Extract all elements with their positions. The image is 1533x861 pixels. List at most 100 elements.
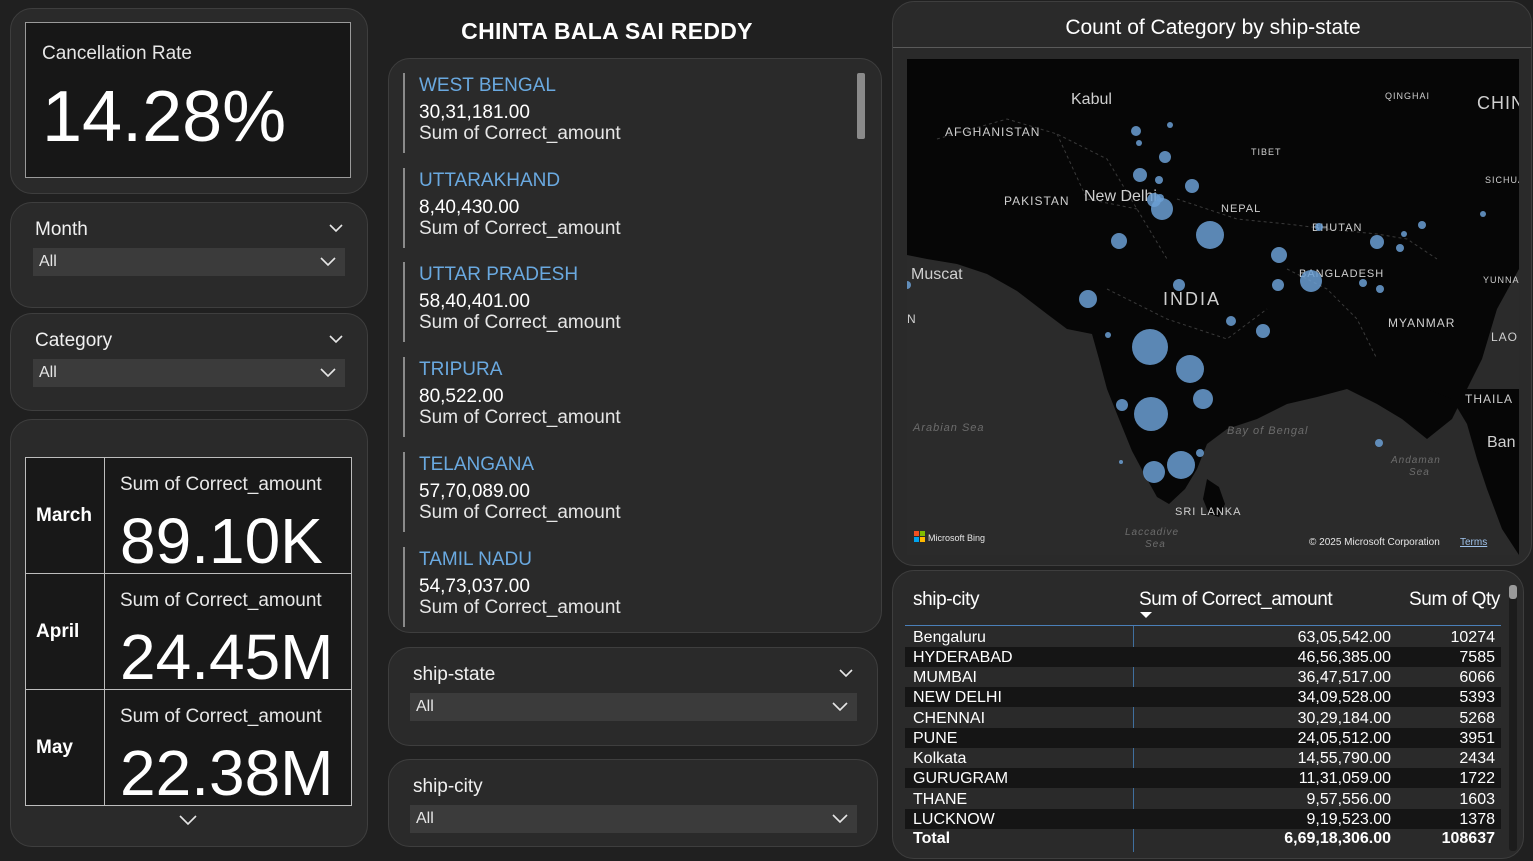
month-card-row[interactable]: April Sum of Correct_amount 24.45M — [25, 573, 352, 693]
map-label: SICHUA — [1485, 175, 1519, 185]
qty-cell: 10274 — [1450, 629, 1496, 646]
map-bubble[interactable] — [907, 281, 911, 289]
table-row[interactable]: Kolkata 14,55,790.00 2434 — [905, 748, 1501, 768]
ship-city-slicer[interactable]: ship-city All — [388, 759, 878, 847]
map-bubble[interactable] — [1134, 397, 1168, 431]
list-item[interactable]: TELANGANA 57,70,089.00 Sum of Correct_am… — [403, 452, 843, 532]
map-bubble[interactable] — [1196, 221, 1224, 249]
map-bubbles[interactable] — [907, 122, 1486, 483]
header-divider — [905, 625, 1501, 626]
table-row[interactable]: THANE 9,57,556.00 1603 — [905, 789, 1501, 809]
map-bubble[interactable] — [1156, 194, 1164, 202]
month-card-row[interactable]: March Sum of Correct_amount 89.10K — [25, 457, 352, 576]
state-amount-list[interactable]: WEST BENGAL 30,31,181.00 Sum of Correct_… — [388, 58, 882, 633]
category-slicer[interactable]: Category All — [10, 313, 368, 411]
map-bubble[interactable] — [1359, 279, 1367, 287]
map-bubble[interactable] — [1173, 279, 1185, 291]
list-item[interactable]: UTTARAKHAND 8,40,430.00 Sum of Correct_a… — [403, 168, 843, 248]
city-cell: PUNE — [913, 730, 958, 747]
map-label: TIBET — [1251, 147, 1282, 157]
map-label: Sea — [1409, 467, 1430, 478]
map-bubble[interactable] — [1136, 140, 1142, 146]
sort-descending-icon[interactable] — [1139, 611, 1153, 619]
list-item[interactable]: TAMIL NADU 54,73,037.00 Sum of Correct_a… — [403, 547, 843, 627]
chevron-down-icon[interactable] — [178, 813, 198, 827]
map-bubble[interactable] — [1143, 461, 1165, 483]
table-row[interactable]: MUMBAI 36,47,517.00 6066 — [905, 667, 1501, 687]
table-row[interactable]: GURUGRAM 11,31,059.00 1722 — [905, 768, 1501, 788]
table-row[interactable]: Bengaluru 63,05,542.00 10274 — [905, 627, 1501, 647]
ship-city-slicer-title: ship-city — [413, 776, 483, 797]
map-bubble[interactable] — [1401, 231, 1407, 237]
state-value: 80,522.00 — [419, 386, 504, 407]
map-bubble[interactable] — [1155, 176, 1163, 184]
list-item[interactable]: UTTAR PRADESH 58,40,401.00 Sum of Correc… — [403, 262, 843, 342]
table-row[interactable]: PUNE 24,05,512.00 3951 — [905, 728, 1501, 748]
map-bubble[interactable] — [1159, 151, 1171, 163]
bubble-map[interactable]: Kabul AFGHANISTAN QINGHAI CHIN TIBET SIC… — [907, 59, 1519, 555]
table-row[interactable]: HYDERABAD 46,56,385.00 7585 — [905, 647, 1501, 667]
map-bubble[interactable] — [1193, 389, 1213, 409]
chevron-down-icon[interactable] — [327, 330, 345, 348]
table-row[interactable]: NEW DELHI 34,09,528.00 5393 — [905, 687, 1501, 707]
map-bubble[interactable] — [1185, 179, 1199, 193]
map-bubble[interactable] — [1167, 451, 1195, 479]
state-value: 8,40,430.00 — [419, 197, 520, 218]
map-bubble[interactable] — [1271, 247, 1287, 263]
column-header-qty[interactable]: Sum of Qty — [1409, 589, 1501, 610]
table-scrollbar-track[interactable] — [1509, 585, 1517, 851]
map-bubble[interactable] — [1315, 223, 1323, 231]
terms-link[interactable]: Terms — [1460, 537, 1487, 548]
table-row[interactable]: LUCKNOW 9,19,523.00 1378 — [905, 809, 1501, 829]
state-value: 58,40,401.00 — [419, 291, 530, 312]
ship-city-dropdown[interactable]: All — [410, 805, 857, 833]
map-bubble[interactable] — [1396, 244, 1404, 252]
monthly-amount-cards: March Sum of Correct_amount 89.10K April… — [10, 419, 368, 847]
chevron-down-icon[interactable] — [837, 664, 855, 682]
qty-cell: 5268 — [1459, 710, 1495, 727]
report-title: CHINTA BALA SAI REDDY — [461, 18, 753, 44]
map-label: NEPAL — [1221, 203, 1261, 215]
map-bubble[interactable] — [1167, 122, 1173, 128]
city-cell: THANE — [913, 791, 968, 808]
map-bubble[interactable] — [1176, 355, 1204, 383]
map-bubble[interactable] — [1480, 211, 1486, 217]
map-bubble[interactable] — [1300, 270, 1322, 292]
map-bubble[interactable] — [1418, 221, 1426, 229]
qty-cell: 1722 — [1459, 770, 1495, 787]
month-dropdown[interactable]: All — [33, 248, 345, 276]
map-bubble[interactable] — [1256, 324, 1270, 338]
table-row[interactable]: CHENNAI 30,29,184.00 5268 — [905, 708, 1501, 728]
map-label: Kabul — [1071, 91, 1112, 108]
map-bubble[interactable] — [1079, 290, 1097, 308]
list-item[interactable]: WEST BENGAL 30,31,181.00 Sum of Correct_… — [403, 73, 843, 153]
chevron-down-icon[interactable] — [327, 219, 345, 237]
map-bubble[interactable] — [1272, 279, 1284, 291]
map-bubble[interactable] — [1376, 285, 1384, 293]
map-bubble[interactable] — [1116, 399, 1128, 411]
map-bubble[interactable] — [1119, 460, 1123, 464]
map-bubble[interactable] — [1370, 235, 1384, 249]
list-scrollbar[interactable] — [857, 73, 865, 139]
column-header-ship-city[interactable]: ship-city — [913, 589, 980, 610]
qty-cell: 3951 — [1459, 730, 1495, 747]
category-dropdown[interactable]: All — [33, 359, 345, 387]
month-slicer[interactable]: Month All — [10, 202, 368, 308]
month-metric-value: 24.45M — [120, 621, 334, 693]
map-bubble[interactable] — [1132, 329, 1168, 365]
map-bubble[interactable] — [1111, 233, 1127, 249]
map-label: Muscat — [911, 266, 963, 283]
map-bubble[interactable] — [1196, 449, 1204, 457]
map-bubble[interactable] — [1375, 439, 1383, 447]
month-card-row[interactable]: May Sum of Correct_amount 22.38M — [25, 689, 352, 808]
list-item[interactable]: TRIPURA 80,522.00 Sum of Correct_amount — [403, 357, 843, 437]
map-bubble[interactable] — [1105, 332, 1111, 338]
map-bubble[interactable] — [1131, 126, 1141, 136]
column-header-amount[interactable]: Sum of Correct_amount — [1139, 589, 1333, 610]
ship-state-dropdown[interactable]: All — [410, 693, 857, 721]
map-bubble[interactable] — [1133, 168, 1147, 182]
table-scrollbar-thumb[interactable] — [1509, 585, 1517, 599]
ship-state-slicer[interactable]: ship-state All — [388, 647, 878, 746]
map-bubble[interactable] — [1151, 198, 1173, 220]
map-bubble[interactable] — [1226, 316, 1236, 326]
